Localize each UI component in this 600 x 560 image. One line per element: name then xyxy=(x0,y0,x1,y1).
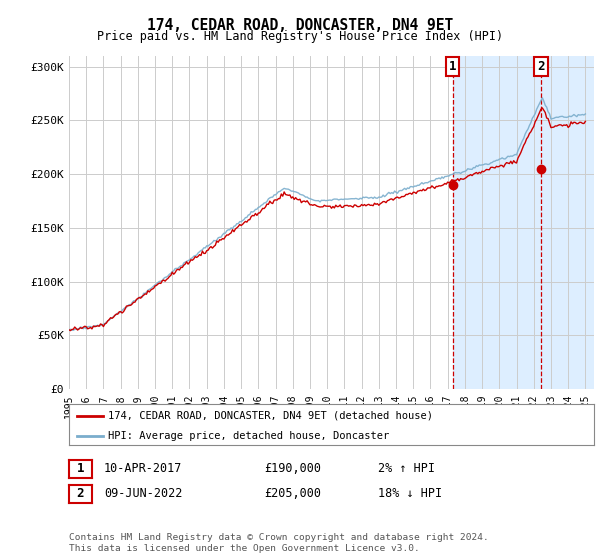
Text: Price paid vs. HM Land Registry's House Price Index (HPI): Price paid vs. HM Land Registry's House … xyxy=(97,30,503,43)
Text: £190,000: £190,000 xyxy=(264,462,321,475)
Text: 1: 1 xyxy=(449,60,456,73)
Text: 2: 2 xyxy=(77,487,84,501)
Text: Contains HM Land Registry data © Crown copyright and database right 2024.
This d: Contains HM Land Registry data © Crown c… xyxy=(69,533,489,553)
Bar xyxy=(452,56,594,389)
Text: 18% ↓ HPI: 18% ↓ HPI xyxy=(378,487,442,501)
Text: HPI: Average price, detached house, Doncaster: HPI: Average price, detached house, Donc… xyxy=(109,431,389,441)
Text: 10-APR-2017: 10-APR-2017 xyxy=(104,462,182,475)
Text: 174, CEDAR ROAD, DONCASTER, DN4 9ET: 174, CEDAR ROAD, DONCASTER, DN4 9ET xyxy=(147,18,453,33)
Text: 2: 2 xyxy=(538,60,545,73)
Text: £205,000: £205,000 xyxy=(264,487,321,501)
Text: 2% ↑ HPI: 2% ↑ HPI xyxy=(378,462,435,475)
Text: 09-JUN-2022: 09-JUN-2022 xyxy=(104,487,182,501)
Text: 1: 1 xyxy=(77,462,84,475)
Text: 174, CEDAR ROAD, DONCASTER, DN4 9ET (detached house): 174, CEDAR ROAD, DONCASTER, DN4 9ET (det… xyxy=(109,411,433,421)
